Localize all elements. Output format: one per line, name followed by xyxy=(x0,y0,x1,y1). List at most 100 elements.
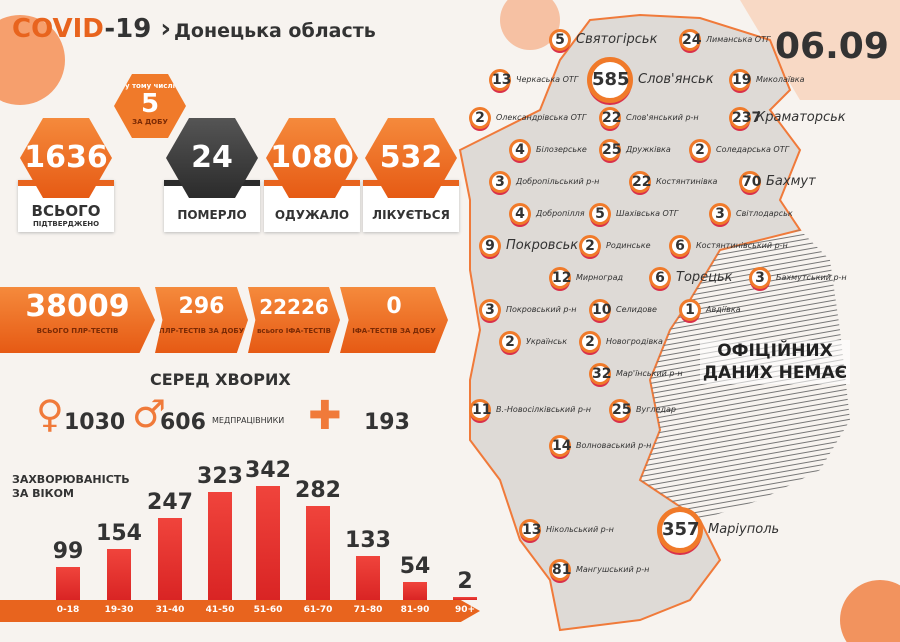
daily-label: ЗА ДОБУ xyxy=(132,118,168,126)
age-bar-value: 323 xyxy=(197,464,243,490)
map-marker: 13 xyxy=(489,69,511,91)
map-marker-label: Миколаївка xyxy=(756,75,805,84)
age-chart-title: ЗАХВОРЮВАНІСТЬ ЗА ВІКОМ xyxy=(12,473,130,500)
map-marker: 4 xyxy=(509,203,531,225)
map-marker-label: Покровськ xyxy=(506,238,579,253)
map-marker: 22 xyxy=(599,107,621,129)
age-bar-value: 282 xyxy=(295,478,341,503)
map-marker-label: Новогродівка xyxy=(606,337,663,346)
map-marker-label: Лиманська ОТГ xyxy=(706,35,771,44)
female-count: 1030 xyxy=(64,410,126,435)
age-bar-value: 154 xyxy=(96,520,142,546)
female-icon: ♀ xyxy=(36,392,64,436)
map-marker: 9 xyxy=(479,235,501,257)
map-marker-label: Краматорськ xyxy=(756,110,846,125)
map-marker-label: Білозерське xyxy=(536,145,587,154)
ifa-daily: 0 ІФА-ТЕСТІВ ЗА ДОБУ xyxy=(340,287,448,353)
age-category-label: 61-70 xyxy=(303,605,333,615)
map-marker: 81 xyxy=(549,559,571,581)
age-bar xyxy=(306,506,330,600)
no-data-label: ОФІЦІЙНИХ ДАНИХ НЕМАЄ xyxy=(700,340,850,384)
daily-pre: у тому числі xyxy=(125,82,175,90)
age-bar xyxy=(256,486,280,600)
map-marker: 6 xyxy=(649,267,671,289)
map-marker: 3 xyxy=(479,299,501,321)
among-title: СЕРЕД ХВОРИХ xyxy=(150,370,291,389)
map-marker-label: Мангушський р-н xyxy=(576,565,650,574)
pcr-total-value: 38009 xyxy=(25,289,130,324)
age-bar xyxy=(107,548,131,600)
map-marker-label: Шахівська ОТГ xyxy=(616,209,679,218)
recovered-total: 1080 ОДУЖАЛО xyxy=(264,118,360,232)
age-bar-value: 247 xyxy=(147,489,193,515)
pcr-daily-label: ПЛР-ТЕСТІВ ЗА ДОБУ xyxy=(158,327,245,335)
age-category-label: 0-18 xyxy=(56,605,80,615)
map-marker-label: Родинське xyxy=(606,241,651,250)
map-marker: 2 xyxy=(579,235,601,257)
map-marker: 3 xyxy=(749,267,771,289)
age-bar xyxy=(56,567,80,600)
map-marker: 22 xyxy=(629,171,651,193)
map-marker-label: Мар'їнський р-н xyxy=(616,369,683,378)
map-marker: 3 xyxy=(489,171,511,193)
map-marker-label: Селидове xyxy=(616,305,657,314)
map-marker: 11 xyxy=(469,399,491,421)
male-icon: ♂ xyxy=(132,392,167,436)
medical-cross-icon: ✚ xyxy=(308,393,342,439)
ifa-daily-value: 0 xyxy=(386,294,402,319)
date: 06.09 xyxy=(775,26,889,67)
map-marker: 585 xyxy=(587,57,633,103)
age-bar-value: 54 xyxy=(399,554,431,579)
virus-decor-icon xyxy=(0,15,65,105)
map-marker: 357 xyxy=(657,507,703,553)
map-marker: 4 xyxy=(509,139,531,161)
map-marker: 2 xyxy=(499,331,521,353)
died-total: 24 ПОМЕРЛО xyxy=(164,118,260,232)
medics-label: МЕДПРАЦІВНИКИ xyxy=(212,416,285,425)
map-marker-label: Костянтинівка xyxy=(656,177,718,186)
map-marker: 2 xyxy=(469,107,491,129)
pcr-total: 38009 ВСЬОГО ПЛР-ТЕСТІВ xyxy=(0,287,155,353)
treated-total: 532 ЛІКУЄТЬСЯ xyxy=(363,118,459,232)
map-marker-label: Черкаська ОТГ xyxy=(516,75,579,84)
map-marker: 5 xyxy=(549,29,571,51)
map-marker: 2 xyxy=(579,331,601,353)
map-marker-label: Вугледар xyxy=(636,405,676,414)
app-title: COVID-19 › xyxy=(12,14,172,44)
map-marker: 12 xyxy=(549,267,571,289)
map-marker: 2 xyxy=(689,139,711,161)
daily-value: 5 xyxy=(140,89,160,119)
age-category-label: 19-30 xyxy=(104,605,134,615)
map-marker-label: Соледарська ОТГ xyxy=(716,145,790,154)
male-count: 606 xyxy=(160,410,206,435)
recovered-value: 1080 xyxy=(266,118,358,198)
map-marker: 1 xyxy=(679,299,701,321)
ifa-total-value: 22226 xyxy=(259,295,329,319)
map-marker: 25 xyxy=(609,399,631,421)
map-marker-label: Мирноград xyxy=(576,273,624,282)
map-marker: 10 xyxy=(589,299,611,321)
map-marker-label: Волноваський р-н xyxy=(576,441,652,450)
map-marker: 3 xyxy=(709,203,731,225)
age-bar xyxy=(453,597,477,600)
region-map xyxy=(458,13,802,632)
age-bar-value: 99 xyxy=(52,539,84,564)
age-bar-value: 342 xyxy=(245,458,291,483)
medics-count: 193 xyxy=(364,410,410,435)
ifa-total-label: всього ІФА-ТЕСТІВ xyxy=(257,327,331,335)
age-category-label: 31-40 xyxy=(155,605,185,615)
map-marker-label: Слов'янський р-н xyxy=(626,113,699,122)
age-category-label: 90+ xyxy=(454,605,476,615)
pcr-daily-value: 296 xyxy=(178,294,225,319)
map-marker-label: Маріуполь xyxy=(708,522,780,537)
age-bar xyxy=(208,492,232,600)
confirmed-total: 1636 ВСЬОГО ПІДТВЕРДЖЕНО xyxy=(18,118,114,232)
age-axis-strip xyxy=(0,600,480,622)
region-title: Донецька область xyxy=(174,20,376,42)
map-marker-label: Костянтинівський р-н xyxy=(696,241,788,250)
map-marker-label: Святогірськ xyxy=(576,32,658,47)
map-marker-label: Олександрівська ОТГ xyxy=(496,113,587,122)
map-marker-label: Українськ xyxy=(526,337,568,346)
pcr-daily: 296 ПЛР-ТЕСТІВ ЗА ДОБУ xyxy=(155,287,248,353)
pcr-total-label: ВСЬОГО ПЛР-ТЕСТІВ xyxy=(36,327,119,335)
